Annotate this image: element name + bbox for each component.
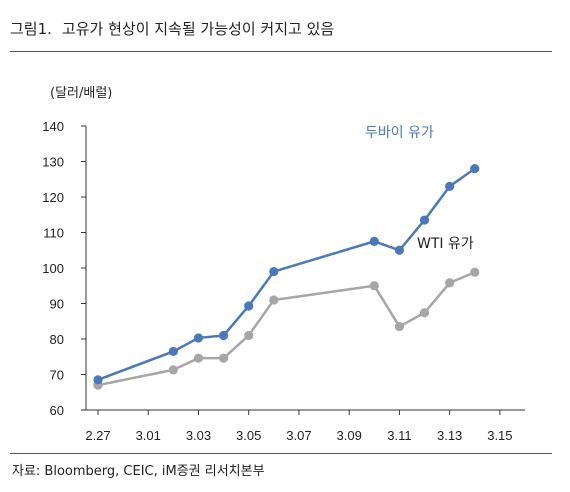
data-point — [93, 375, 103, 385]
data-point — [470, 164, 480, 174]
source-note: 자료: Bloomberg, CEIC, iM증권 리서치본부 — [12, 464, 265, 479]
data-point — [269, 295, 279, 305]
data-point — [244, 301, 254, 311]
data-point — [445, 181, 455, 191]
figure-title: 그림1. 고유가 현상이 지속될 가능성이 커지고 있음 — [10, 18, 334, 39]
y-tick-label: 70 — [50, 368, 64, 383]
data-point — [419, 215, 430, 225]
x-tick-label: 3.03 — [186, 428, 211, 443]
figure-title-text: 고유가 현상이 지속될 가능성이 커지고 있음 — [61, 20, 335, 38]
y-tick-label: 120 — [42, 190, 64, 205]
data-point — [269, 266, 279, 277]
data-point — [445, 278, 455, 288]
series-line — [97, 167, 476, 381]
data-point — [419, 308, 430, 318]
source-divider — [10, 453, 552, 454]
figure-number: 그림1. — [10, 20, 52, 38]
data-point — [168, 365, 178, 375]
data-point — [218, 330, 229, 341]
series-line — [97, 271, 476, 387]
x-tick-label: 2.27 — [85, 428, 110, 443]
data-point — [369, 281, 379, 291]
y-tick-label: 110 — [43, 226, 64, 241]
y-tick-label: 90 — [50, 297, 64, 312]
y-tick-label: 80 — [50, 332, 64, 347]
y-tick-label: 140 — [42, 119, 64, 134]
y-tick-label: 60 — [50, 403, 64, 418]
x-tick-label: 3.13 — [437, 428, 462, 443]
title-divider — [10, 51, 552, 52]
data-point — [218, 353, 229, 363]
data-point — [369, 236, 379, 246]
data-point — [193, 353, 204, 363]
x-tick-label: 3.15 — [487, 428, 512, 443]
data-point — [394, 321, 405, 332]
data-point — [394, 245, 405, 255]
series-label-dubai: 두바이 유가 — [365, 125, 434, 141]
data-point — [168, 346, 178, 357]
data-point — [244, 330, 254, 341]
x-tick-label: 3.05 — [236, 428, 261, 443]
x-tick-label: 3.07 — [286, 428, 311, 443]
y-tick-label: 100 — [42, 261, 64, 276]
y-axis-unit-label: (달러/배럴) — [50, 86, 113, 101]
data-point — [193, 333, 204, 343]
x-tick-label: 3.01 — [136, 428, 161, 443]
series-label-wti: WTI 유가 — [417, 236, 474, 252]
x-tick-label: 3.11 — [387, 428, 411, 443]
x-tick-label: 3.09 — [337, 428, 362, 443]
data-point — [470, 267, 480, 277]
y-tick-label: 130 — [42, 155, 64, 170]
